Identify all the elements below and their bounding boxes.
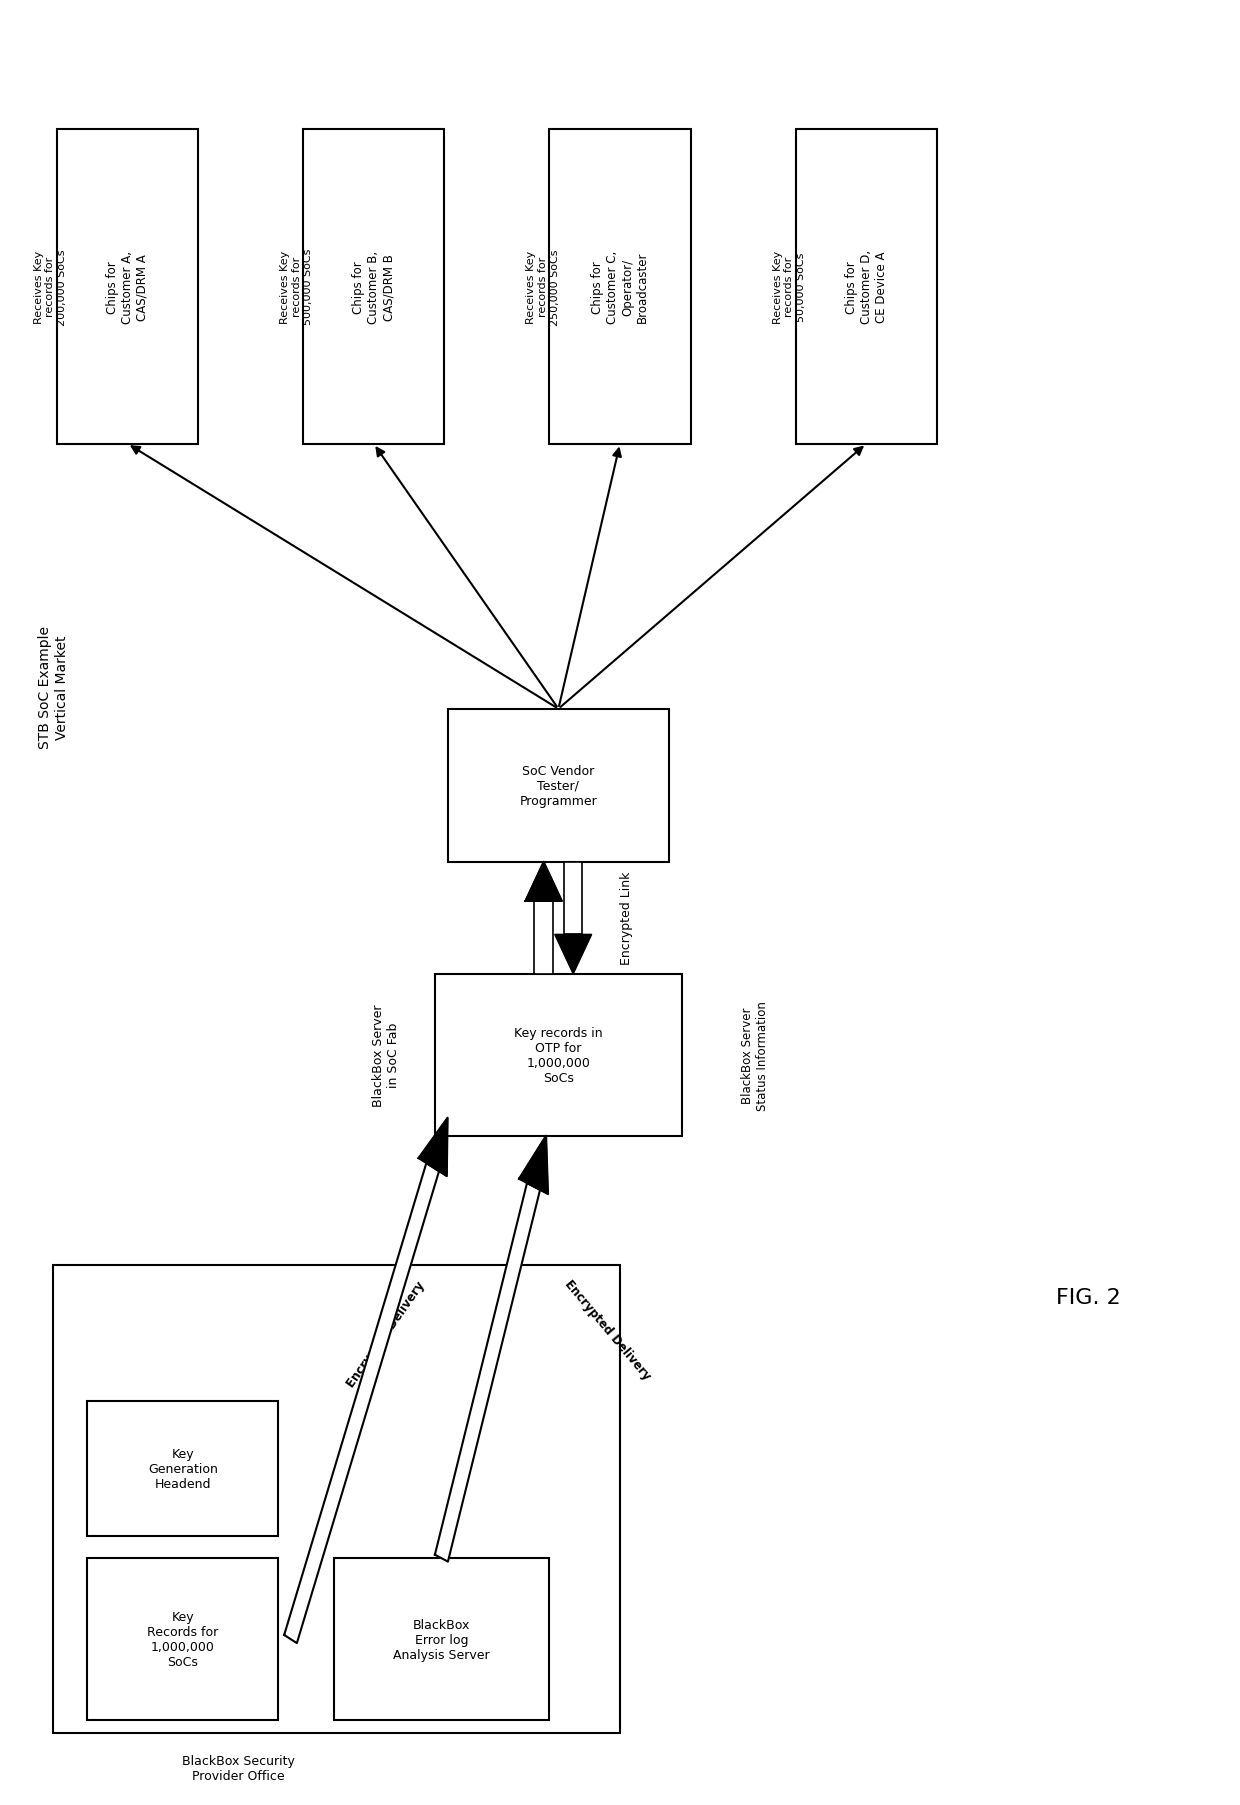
Text: BlackBox
Error log
Analysis Server: BlackBox Error log Analysis Server: [393, 1617, 490, 1661]
Text: Chips for
Customer A,
CAS/DRM A: Chips for Customer A, CAS/DRM A: [105, 251, 149, 323]
Text: Receives Key
records for
250,000 SoCs: Receives Key records for 250,000 SoCs: [527, 249, 559, 325]
Bar: [534, 902, 553, 975]
Text: Key
Records for
1,000,000
SoCs: Key Records for 1,000,000 SoCs: [148, 1610, 218, 1668]
Bar: [549, 130, 691, 444]
Text: Chips for
Customer C,
Operator/
Broadcaster: Chips for Customer C, Operator/ Broadcas…: [591, 251, 649, 323]
Text: Encrypted Delivery: Encrypted Delivery: [562, 1276, 653, 1381]
Bar: [435, 975, 682, 1135]
Text: BlackBox Server
Status Information: BlackBox Server Status Information: [742, 1000, 770, 1110]
Text: BlackBox Security
Provider Office: BlackBox Security Provider Office: [182, 1754, 295, 1782]
Text: Key records in
OTP for
1,000,000
SoCs: Key records in OTP for 1,000,000 SoCs: [515, 1027, 603, 1085]
Bar: [53, 1265, 620, 1733]
Bar: [57, 130, 198, 444]
Polygon shape: [419, 1117, 448, 1177]
Bar: [796, 130, 937, 444]
Polygon shape: [554, 935, 591, 975]
Text: Receives Key
records for
50,000 SoCs: Receives Key records for 50,000 SoCs: [773, 251, 806, 323]
Text: Key
Generation
Headend: Key Generation Headend: [148, 1448, 218, 1489]
Polygon shape: [526, 863, 562, 902]
Text: Encrypted Link: Encrypted Link: [620, 872, 632, 966]
Polygon shape: [520, 1135, 548, 1195]
Text: BlackBox Server
in SoC Fab: BlackBox Server in SoC Fab: [372, 1004, 401, 1106]
Text: Chips for
Customer D,
CE Device A: Chips for Customer D, CE Device A: [844, 251, 888, 325]
Bar: [564, 863, 583, 935]
Polygon shape: [435, 1184, 541, 1561]
Bar: [303, 130, 444, 444]
Text: STB SoC Example
Vertical Market: STB SoC Example Vertical Market: [38, 626, 68, 749]
Polygon shape: [284, 1164, 439, 1643]
Text: SoC Vendor
Tester/
Programmer: SoC Vendor Tester/ Programmer: [520, 764, 598, 807]
Bar: [87, 1401, 278, 1536]
Bar: [448, 709, 670, 863]
Bar: [334, 1558, 549, 1720]
Bar: [87, 1558, 278, 1720]
Text: Receives Key
records for
200,000 SoCs: Receives Key records for 200,000 SoCs: [33, 249, 67, 325]
Text: Receives Key
records for
500,000 SoCs: Receives Key records for 500,000 SoCs: [280, 249, 314, 325]
Text: Encrypted Delivery: Encrypted Delivery: [345, 1278, 428, 1390]
Text: FIG. 2: FIG. 2: [1055, 1287, 1121, 1309]
Text: Chips for
Customer B,
CAS/DRM B: Chips for Customer B, CAS/DRM B: [352, 251, 396, 323]
